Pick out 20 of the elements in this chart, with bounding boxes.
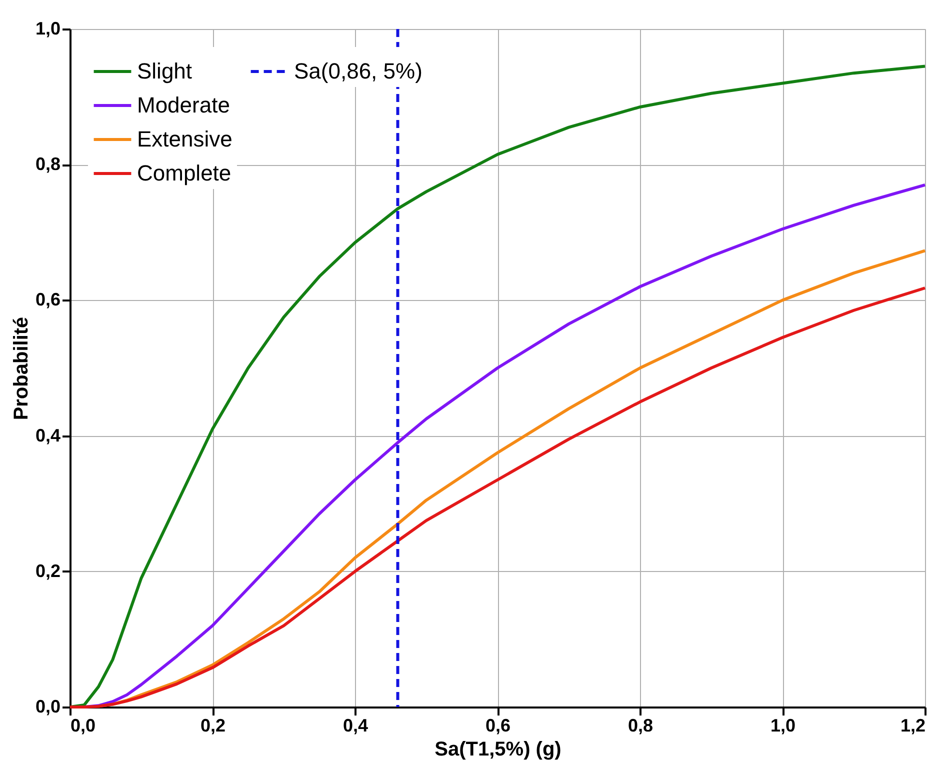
x-tick-label: 0,8 bbox=[628, 716, 654, 736]
x-tick-label: 0,2 bbox=[200, 716, 226, 736]
x-tick-label: 0,6 bbox=[485, 716, 511, 736]
legend-label: Extensive bbox=[137, 126, 232, 152]
legend-label: Complete bbox=[137, 160, 232, 186]
legend-label: Slight bbox=[137, 58, 192, 84]
y-tick-label: 0,2 bbox=[35, 560, 60, 581]
y-tick-label: 1,0 bbox=[35, 18, 60, 38]
y-tick-label: 0,6 bbox=[35, 290, 60, 310]
legend-label: Moderate bbox=[137, 92, 230, 118]
x-tick-label: 1,2 bbox=[900, 716, 926, 736]
y-tick-label: 0,8 bbox=[35, 154, 60, 174]
x-tick-label: 0,4 bbox=[342, 716, 368, 736]
y-tick-label: 0,0 bbox=[35, 696, 60, 716]
x-axis-title: Sa(T1,5%) (g) bbox=[434, 738, 562, 760]
x-tick-label: 0,0 bbox=[70, 716, 96, 736]
y-tick-label: 0,4 bbox=[35, 425, 60, 446]
ref-line-label: Sa(0,86, 5%) bbox=[294, 58, 422, 84]
y-axis-title: Probabilité bbox=[10, 316, 32, 420]
x-tick-label: 1,0 bbox=[770, 716, 796, 736]
